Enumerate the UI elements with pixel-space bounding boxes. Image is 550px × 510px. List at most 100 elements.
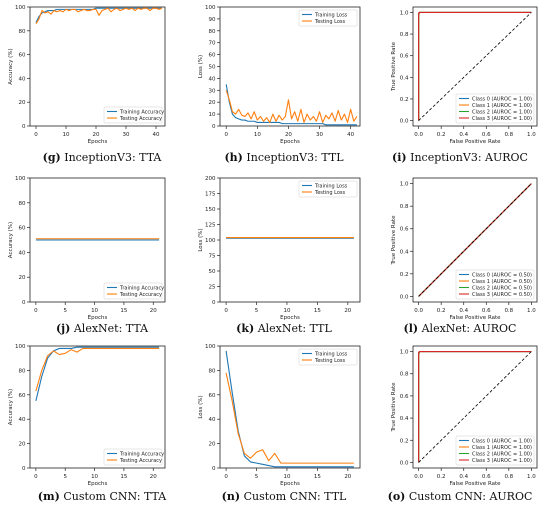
x-axis-label: Epochs (88, 315, 108, 321)
legend-box (455, 269, 535, 300)
legend-entry: Testing Loss (314, 190, 346, 196)
plot-frame (412, 177, 538, 303)
plot-frame (412, 6, 538, 127)
y-tick-label: 0 (22, 300, 26, 306)
series-line-3 (418, 11, 532, 121)
legend-box (298, 180, 358, 198)
y-axis-label: Accuracy (%) (8, 222, 14, 258)
x-tick-label: 20 (344, 308, 351, 314)
y-tick-label: 80 (209, 29, 216, 35)
x-tick-label: 0 (224, 308, 228, 314)
legend-entry: Training Accuracy (119, 285, 164, 291)
y-tick-label: 80 (19, 368, 26, 374)
series-group (225, 84, 358, 126)
series-group (35, 7, 163, 24)
y-tick-label: 50 (209, 269, 216, 275)
y-tick-label: 20 (19, 275, 26, 281)
legend-entry: Class 2 (AUROC = 1.00) (472, 109, 532, 115)
legend-entry: Class 1 (AUROC = 0.50) (472, 279, 532, 285)
y-tick-label: 70 (209, 41, 216, 47)
y-tick-label: 0.6 (400, 394, 409, 400)
x-tick-label: 0.6 (482, 474, 491, 480)
x-axis-label: Epochs (88, 481, 108, 487)
legend-entry: Testing Accuracy (119, 458, 162, 464)
x-tick-label: 0 (34, 474, 38, 480)
y-tick-label: 1.0 (400, 182, 409, 188)
series-line-0 (35, 7, 162, 23)
y-tick-label: 75 (209, 254, 216, 260)
y-axis-label: True Positive Rate (391, 215, 397, 266)
series-group (35, 238, 160, 241)
y-tick-label: 20 (19, 100, 26, 106)
legend-entry: Class 3 (AUROC = 1.00) (472, 116, 532, 122)
y-tick-label: 0.8 (400, 204, 409, 210)
legend-entry: Training Accuracy (119, 451, 164, 457)
x-tick-label: 15 (314, 474, 321, 480)
chart-h: 0 10 20 30 40 0 10 20 30 40 50 60 70 80 90 100 Epochs Los… (198, 5, 361, 145)
caption-o: (o) Custom CNN: AUROC (387, 490, 533, 503)
x-tick-label: 20 (344, 474, 351, 480)
series-group (225, 350, 354, 468)
x-axis-label: Epochs (280, 139, 300, 145)
x-axis-label: Epochs (280, 481, 300, 487)
chance-diagonal (418, 12, 532, 121)
series-line-1 (225, 90, 358, 123)
y-tick-label: 0.8 (400, 32, 409, 38)
x-tick-label: 5 (255, 474, 259, 480)
x-tick-label: 0.2 (437, 132, 446, 138)
x-tick-label: 10 (63, 132, 70, 138)
y-tick-label: 40 (19, 76, 26, 82)
legend-entry: Class 0 (AUROC = 1.00) (472, 438, 532, 444)
x-tick-label: 10 (283, 474, 290, 480)
legend-entry: Testing Accuracy (119, 292, 162, 298)
y-tick-label: 200 (205, 176, 216, 182)
x-tick-label: 30 (123, 132, 130, 138)
chance-diagonal (418, 351, 532, 463)
series-line-3 (418, 350, 532, 463)
y-tick-label: 0 (212, 300, 216, 306)
legend-box (298, 9, 358, 27)
x-tick-label: 15 (314, 308, 321, 314)
legend-entry: Class 3 (AUROC = 0.50) (472, 292, 532, 298)
x-tick-label: 0.8 (504, 308, 513, 314)
x-axis-label: Epochs (280, 315, 300, 321)
plot-frame (219, 6, 361, 127)
series-group (226, 236, 354, 239)
caption-n: (n) Custom CNN: TTL (221, 490, 347, 503)
y-tick-label: 0 (212, 466, 216, 472)
plot-frame (219, 345, 361, 469)
legend-entry: Class 0 (AUROC = 0.50) (472, 272, 532, 278)
y-tick-label: 0.2 (400, 272, 409, 278)
legend-entry: Training Accuracy (119, 109, 164, 115)
x-tick-label: 0 (34, 132, 38, 138)
y-tick-label: 0 (212, 124, 216, 130)
y-axis-label: Accuracy (%) (8, 48, 14, 84)
x-tick-label: 30 (316, 132, 323, 138)
x-tick-label: 0.4 (459, 474, 468, 480)
plot-frame (412, 345, 538, 469)
y-tick-label: 60 (19, 393, 26, 399)
chart-i: 0.0 0.2 0.4 0.6 0.8 1.0 0.0 0.2 0.4 0.6 0.8 1.0 Fals… (391, 6, 538, 145)
x-tick-label: 5 (255, 308, 259, 314)
x-tick-label: 1.0 (527, 132, 536, 138)
legend-entry: Testing Accuracy (119, 116, 162, 122)
x-tick-label: 10 (91, 474, 98, 480)
chart-o: 0.0 0.2 0.4 0.6 0.8 1.0 0.0 0.2 0.4 0.6 0.8 1.0 Fals… (391, 345, 538, 487)
x-tick-label: 40 (153, 132, 160, 138)
legend-entry: Class 0 (AUROC = 1.00) (472, 96, 532, 102)
plot-frame (219, 177, 361, 303)
x-axis-label: False Positive Rate (449, 315, 501, 321)
y-tick-label: 20 (19, 442, 26, 448)
x-tick-label: 20 (150, 308, 157, 314)
x-tick-label: 0.8 (504, 132, 513, 138)
x-tick-label: 0 (34, 308, 38, 314)
x-tick-label: 0.0 (414, 308, 423, 314)
y-tick-label: 100 (15, 344, 26, 350)
x-tick-label: 10 (254, 132, 261, 138)
caption-j: (j) AlexNet: TTA (55, 322, 149, 335)
y-axis-label: Loss (%) (198, 55, 204, 78)
caption-m: (m) Custom CNN: TTA (37, 490, 167, 503)
y-tick-label: 100 (205, 5, 216, 11)
x-tick-label: 0.0 (414, 474, 423, 480)
y-axis-label: Loss (%) (198, 228, 204, 251)
